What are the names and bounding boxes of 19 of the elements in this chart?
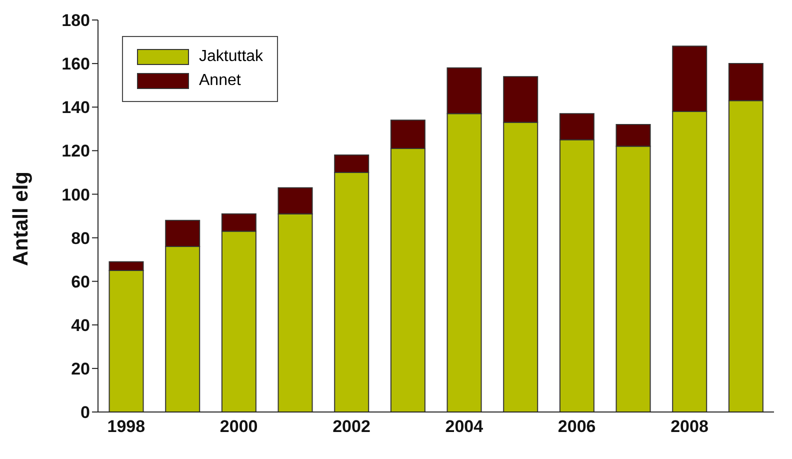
- legend-label: Annet: [198, 71, 242, 91]
- x-tick-label: 2008: [670, 417, 708, 436]
- y-tick-label: 140: [62, 98, 90, 118]
- y-tick-label: 180: [62, 11, 90, 30]
- x-tick-label: 2006: [558, 417, 596, 436]
- x-tick-label: 2004: [445, 417, 484, 436]
- y-tick-label: 80: [71, 228, 90, 248]
- x-tick-label: 2002: [332, 417, 370, 436]
- y-tick-label: 0: [80, 403, 90, 422]
- legend-label: Jaktuttak: [198, 47, 264, 67]
- y-tick-label: 100: [62, 185, 90, 204]
- y-tick-label: 120: [62, 142, 90, 161]
- y-tick-label: 160: [62, 54, 90, 74]
- y-tick-label: 20: [71, 359, 90, 378]
- y-tick-label: 40: [71, 316, 90, 335]
- y-axis-title: Antall elg: [9, 171, 32, 266]
- x-tick-label: 1998: [107, 417, 146, 436]
- y-tick-label: 60: [71, 272, 90, 292]
- x-tick-label: 2000: [220, 417, 258, 436]
